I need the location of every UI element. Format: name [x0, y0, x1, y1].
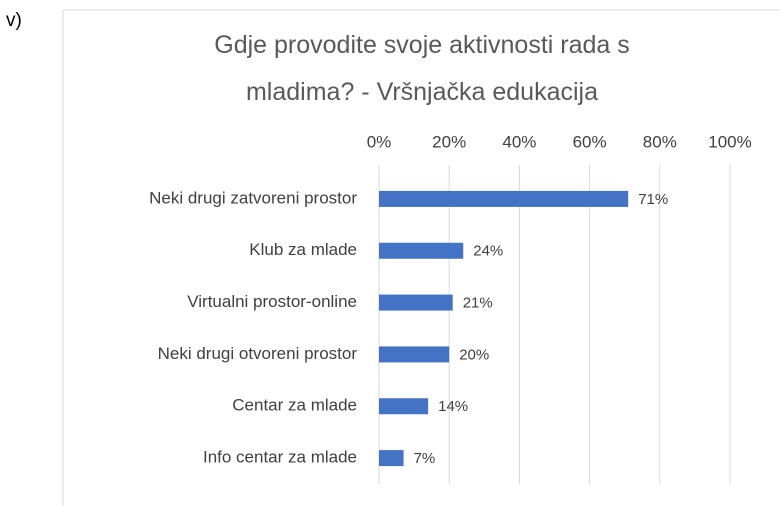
data-label: 24%: [473, 243, 503, 260]
x-tick-label: 80%: [643, 132, 677, 151]
x-tick-label: 100%: [708, 132, 751, 151]
y-tick-label: Klub za mlade: [249, 240, 357, 259]
bar: [379, 450, 404, 467]
y-tick-label: Info centar za mlade: [203, 448, 357, 467]
figure-label: v): [6, 10, 22, 31]
x-tick-label: 60%: [573, 132, 607, 151]
bar: [379, 398, 429, 415]
data-label: 21%: [463, 295, 493, 312]
data-label: 71%: [638, 191, 668, 208]
bar: [379, 346, 450, 363]
x-tick-label: 20%: [432, 132, 466, 151]
y-tick-label: Centar za mlade: [232, 396, 357, 415]
y-tick-label: Virtualni prostor-online: [187, 292, 357, 311]
bar: [379, 190, 629, 207]
bar: [379, 294, 453, 311]
x-tick-label: 40%: [502, 132, 536, 151]
bar: [379, 242, 464, 259]
data-label: 20%: [459, 346, 489, 363]
y-tick-label: Neki drugi otvoreni prostor: [158, 344, 358, 363]
data-label: 14%: [438, 398, 468, 415]
chart-title: Gdje provodite svoje aktivnosti rada s m…: [214, 31, 630, 106]
y-tick-label: Neki drugi zatvoreni prostor: [149, 188, 357, 207]
x-tick-label: 0%: [367, 132, 392, 151]
data-label: 7%: [414, 450, 436, 467]
